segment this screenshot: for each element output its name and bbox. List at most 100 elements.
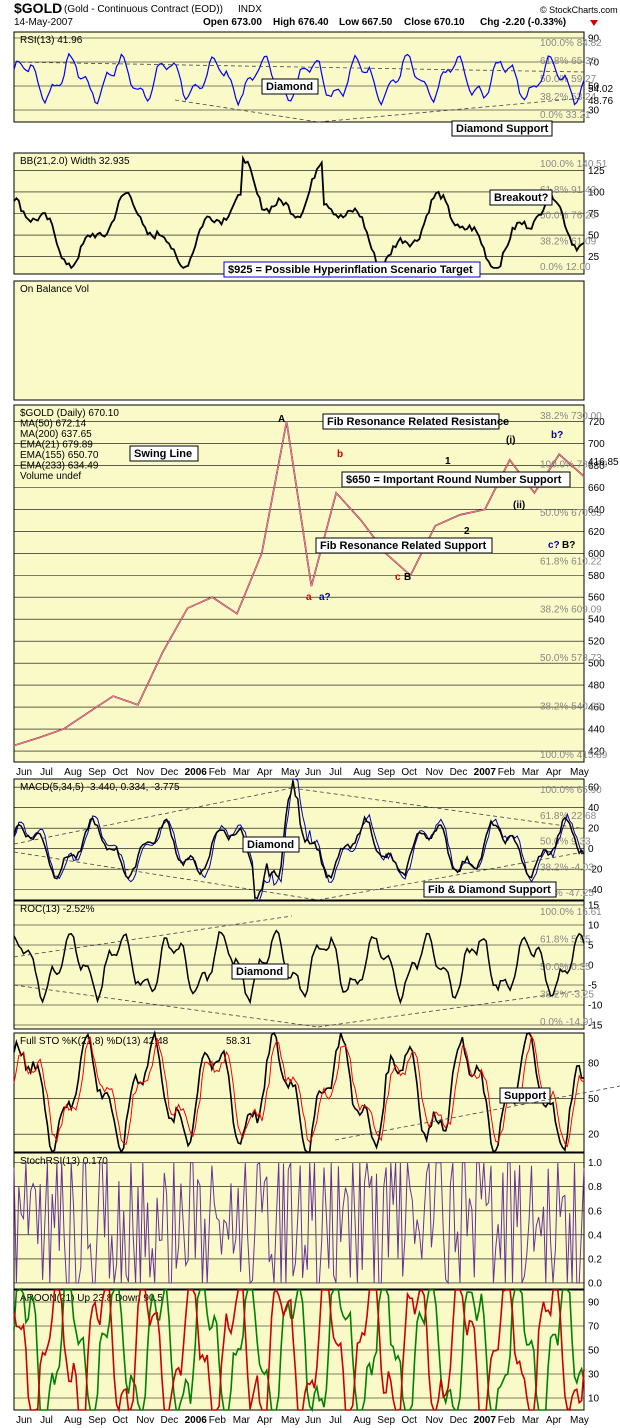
price-tick-label: 500 <box>588 659 605 670</box>
wave-label: B <box>404 572 411 583</box>
price-legend: $GOLD (Daily) 670.10 <box>20 408 119 419</box>
header-change: Chg -2.20 (-0.33%) <box>480 17 566 28</box>
full_sto-tick-label: 20 <box>588 1130 600 1141</box>
macd-tick-label: 40 <box>588 803 600 814</box>
x-axis-label: Apr <box>257 767 273 778</box>
bb_width-fib-label: 38.2% 61.09 <box>540 236 597 247</box>
macd-tick-label: -20 <box>588 865 603 876</box>
price-tick-label: 540 <box>588 615 605 626</box>
x-axis-label: 2007 <box>474 767 497 778</box>
wave-label: c <box>395 572 401 583</box>
annotation-text: Diamond Support <box>456 123 549 135</box>
bb_width-legend: BB(21,2.0) Width 32.935 <box>20 156 130 167</box>
annotation-box <box>223 261 481 278</box>
rsi-tick-label: 90 <box>588 34 600 45</box>
trend-line <box>317 851 585 901</box>
price-legend: MA(50) 672.14 <box>20 419 87 430</box>
annotation-text: Diamond <box>266 81 313 93</box>
annotation-text: Fib Resonance Related Resistance <box>327 416 509 428</box>
bb_width-fib-label: 100.0% 140.51 <box>540 159 608 170</box>
roc-fib-label: 61.8% 5.95 <box>540 935 591 946</box>
roc-tick-label: -15 <box>588 1021 603 1032</box>
roc-legend: ROC(13) -2.52% <box>20 904 95 915</box>
stochrsi-tick-label: 0.6 <box>588 1206 602 1217</box>
price-legend: EMA(155) 650.70 <box>20 450 99 461</box>
price-right-value: 416.85 <box>588 457 619 468</box>
macd-fib-label: 100.0% 65.90 <box>540 785 602 796</box>
full_sto-plot-area <box>13 1032 585 1153</box>
price-tick-label: 420 <box>588 747 605 758</box>
trend-line <box>174 99 319 123</box>
wave-label: 2 <box>464 526 470 537</box>
x-axis-label: Feb <box>498 767 516 778</box>
price-panel: 720 700 680 660 640 620 600 580 560 540 520 500 480 4… <box>13 404 619 763</box>
roc-tick-label: 10 <box>588 921 600 932</box>
x-axis-label: Mar <box>522 1415 540 1426</box>
price-fib-label: 50.0% 670.63 <box>540 508 602 519</box>
x-axis-label: Jul <box>40 767 53 778</box>
exchange: INDX <box>238 4 262 15</box>
x-axis-label: Sep <box>88 1415 106 1426</box>
x-axis-label: Jul <box>40 1415 53 1426</box>
rsi-tick-label: 30 <box>588 106 600 117</box>
header-low: Low 667.50 <box>339 17 393 28</box>
x-axis-label: Jun <box>305 767 321 778</box>
roc-tick-label: -5 <box>588 981 597 992</box>
price-tick-label: 700 <box>588 439 605 450</box>
rsi-tick-label: 70 <box>588 58 600 69</box>
annotation-box <box>129 445 199 462</box>
annotation-box <box>499 1087 551 1104</box>
price-tick-label: 640 <box>588 505 605 516</box>
roc-tick-label: 5 <box>588 941 594 952</box>
sto-d-line <box>13 1034 585 1148</box>
price-fib-label: 50.0% 573.73 <box>540 653 602 664</box>
down-arrow-icon <box>590 20 598 26</box>
x-axis-label: Nov <box>425 1415 443 1426</box>
macd-fib-label: 38.2% -4.03 <box>540 862 594 873</box>
stochrsi-tick-label: 0.4 <box>588 1230 602 1241</box>
sto-k-line <box>13 1029 585 1154</box>
annotation-box <box>315 537 493 554</box>
aroon-tick-label: 70 <box>588 1322 600 1333</box>
full_sto-tick-label: 50 <box>588 1094 600 1105</box>
x-axis-label: Dec <box>161 1415 179 1426</box>
bb_width-tick-label: 25 <box>588 252 600 263</box>
hyperinflation-target-text: $925 = Possible Hyperinflation Scenario … <box>228 264 473 276</box>
full_sto-legend-d: 58.31 <box>226 1036 251 1047</box>
macd-tick-label: 0 <box>588 844 594 855</box>
x-axis-label: Oct <box>401 1415 417 1426</box>
annotation-text: Diamond <box>247 839 294 851</box>
wave-label: B? <box>562 540 575 551</box>
rsi-panel: 90 70 50 30 RSI(13) 41.96 100.0% 84.82 61.8% 6… <box>13 31 613 123</box>
price-tick-label: 620 <box>588 527 605 538</box>
macd-legend: MACD(5,34,5) -3.440, 0.334, -3.775 <box>20 782 180 793</box>
header-close: Close 670.10 <box>404 17 465 28</box>
annotation-box <box>423 881 557 898</box>
stochrsi-tick-label: 0.2 <box>588 1254 602 1265</box>
obv-plot-area <box>13 280 585 401</box>
x-axis-label: Oct <box>112 767 128 778</box>
annotation-box <box>261 78 319 95</box>
x-axis-label: 2006 <box>185 767 208 778</box>
bb_width-tick-label: 100 <box>588 187 605 198</box>
aroon-tick-label: 30 <box>588 1370 600 1381</box>
price-tick-label: 720 <box>588 417 605 428</box>
wave-label: b <box>337 449 343 460</box>
x-axis-label: Nov <box>136 767 154 778</box>
roc-fib-label: 50.0% 0.35 <box>540 962 591 973</box>
rsi-right-value: 54.02 <box>588 84 613 95</box>
roc-fib-label: 38.2% -3.25 <box>540 990 594 1001</box>
roc-tick-label: 15 <box>588 901 600 912</box>
price-tick-label: 680 <box>588 461 605 472</box>
annotation-text: Fib & Diamond Support <box>428 884 551 896</box>
macd-line <box>13 780 585 900</box>
roc-tick-label: 0 <box>588 961 594 972</box>
stochrsi-line <box>13 1161 585 1285</box>
x-axis-label: May <box>281 767 300 778</box>
rsi-fib-label: 0.0% 33.21 <box>540 110 591 121</box>
trend-line <box>317 989 585 1028</box>
annotation-text: Breakout? <box>494 192 549 204</box>
annotation-text: Swing Line <box>134 448 192 460</box>
price-legend: MA(200) 637.65 <box>20 429 92 440</box>
